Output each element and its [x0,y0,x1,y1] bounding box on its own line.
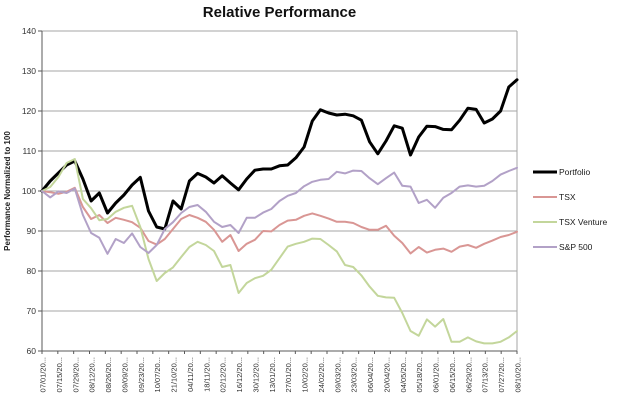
chart-title: Relative Performance [202,4,357,21]
x-tick-label: 06/15/20... [448,357,457,392]
series-line-tsx [41,186,518,255]
x-tick-label: 09/23/20... [137,357,146,392]
x-tick-label: 10/07/20... [153,357,162,392]
y-tick-label: 60 [27,346,37,356]
y-tick-label: 110 [22,146,36,156]
y-tick-label: 100 [22,186,36,196]
x-tick-label: 08/12/20... [88,357,97,392]
y-tick-label: 80 [27,266,37,276]
x-tick-label: 07/15/20... [55,357,64,392]
x-tick-label: 10/02/20... [301,357,310,392]
x-tick-label: 06/04/20... [366,357,375,392]
legend-label-tsx-venture: TSX Venture [559,217,607,227]
y-tick-label: 140 [22,26,36,36]
x-tick-label: 18/11/20... [202,357,211,392]
legend-label-s-p-500: S&P 500 [559,242,593,252]
x-tick-label: 08/10/20... [514,357,523,392]
x-tick-label: 27/01/20... [284,357,293,392]
x-tick-label: 21/10/20... [170,357,179,392]
x-tick-label: 05/18/20... [415,357,424,392]
x-tick-label: 08/26/20... [104,357,113,392]
x-tick-label: 02/12/20... [219,357,228,392]
x-tick-label: 20/04/20... [382,357,391,392]
x-tick-label: 04/11/20... [186,357,195,392]
legend-label-tsx: TSX [559,192,576,202]
series-line-tsx-venture [41,158,518,345]
y-tick-label: 120 [22,106,36,116]
legend-label-portfolio: Portfolio [559,167,590,177]
x-tick-label: 13/01/20... [268,357,277,392]
y-tick-label: 90 [27,226,37,236]
x-tick-label: 09/03/20... [333,357,342,392]
x-tick-label: 07/27/20... [497,357,506,392]
x-tick-label: 30/12/20... [251,357,260,392]
x-tick-label: 07/13/20... [481,357,490,392]
x-tick-label: 06/01/20... [432,357,441,392]
x-tick-label: 06/29/20... [464,357,473,392]
series-line-portfolio [40,78,519,231]
y-tick-label: 130 [22,66,36,76]
x-tick-label: 16/12/20... [235,357,244,392]
y-axis-title: Performance Normalized to 100 [3,131,12,251]
x-tick-label: 24/02/20... [317,357,326,392]
x-tick-label: 07/01/20... [39,357,48,392]
x-tick-label: 07/29/20... [71,357,80,392]
series-line-s-p-500 [41,166,518,255]
x-tick-label: 04/05/20... [399,357,408,392]
y-tick-label: 70 [27,306,37,316]
x-tick-label: 09/09/20... [120,357,129,392]
x-tick-label: 23/03/20... [350,357,359,392]
